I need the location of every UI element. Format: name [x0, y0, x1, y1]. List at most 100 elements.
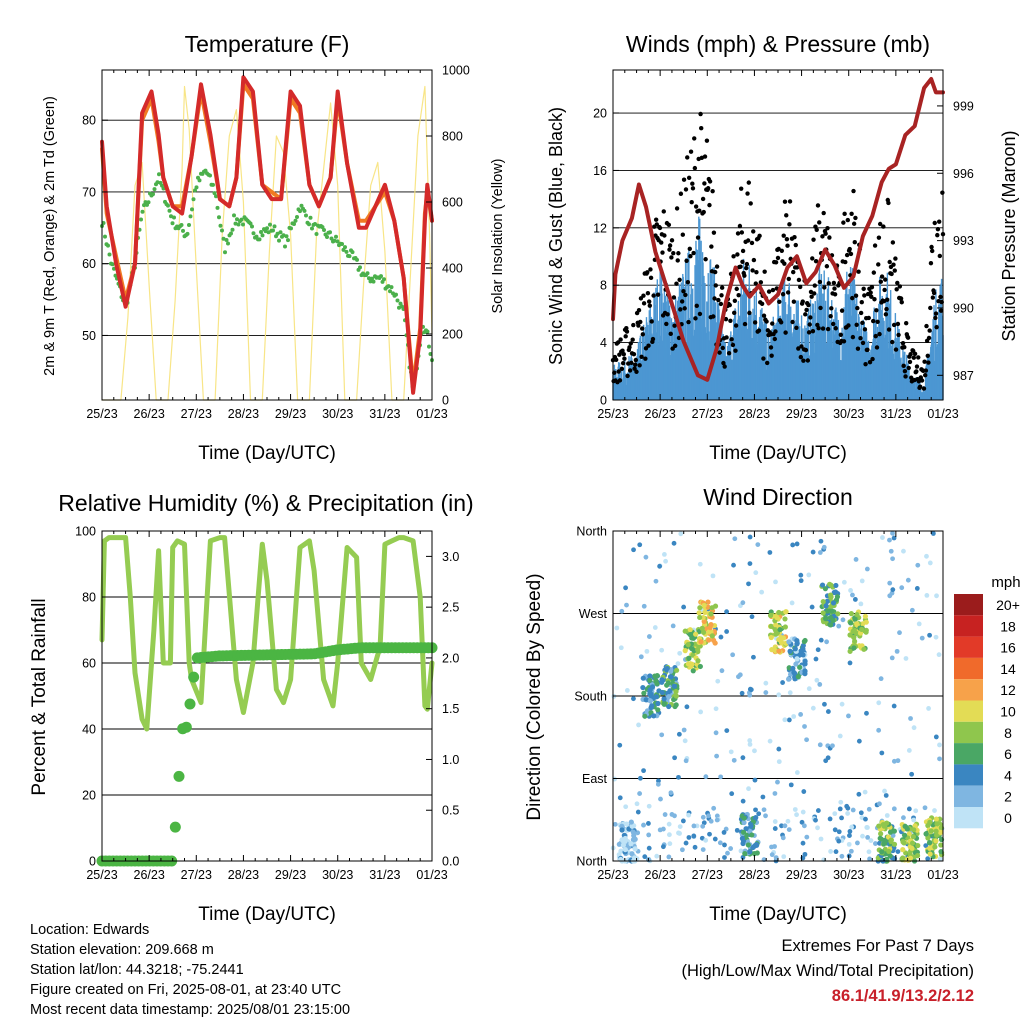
direction-point	[848, 588, 853, 593]
direction-point	[846, 713, 851, 719]
wind-gust-point	[891, 262, 896, 267]
wind-gust-point	[810, 328, 816, 334]
direction-point	[653, 578, 659, 584]
wind-gust-point	[690, 181, 695, 186]
direction-point	[713, 730, 719, 736]
direction-point	[767, 738, 773, 744]
direction-ytick-label: North	[576, 855, 607, 869]
wind-gust-point	[687, 246, 692, 252]
direction-point	[829, 608, 835, 614]
direction-point	[888, 837, 894, 843]
winds-title: Winds (mph) & Pressure (mb)	[626, 31, 930, 57]
wind-gust-point	[845, 217, 851, 223]
direction-point	[685, 642, 691, 648]
direction-point	[794, 541, 800, 547]
dewpoint-point	[340, 241, 344, 246]
winds-xtick-label: 28/23	[739, 407, 770, 421]
direction-point	[834, 594, 841, 600]
wind-gust-point	[704, 138, 710, 143]
direction-point	[909, 840, 916, 846]
wind-gust-point	[902, 368, 908, 374]
winds-ytick-label: 20	[593, 107, 607, 121]
direction-point	[887, 853, 893, 859]
legend-swatch	[954, 743, 983, 765]
temperature-title: Temperature (F)	[185, 31, 350, 57]
direction-point	[837, 733, 843, 739]
dewpoint-point	[239, 217, 244, 222]
wind-gust-point	[645, 270, 650, 275]
direction-point	[832, 811, 838, 817]
direction-point	[839, 701, 845, 707]
direction-point	[828, 622, 834, 628]
direction-point	[666, 693, 672, 700]
direction-point	[691, 833, 697, 839]
wind-gust-point	[620, 360, 626, 366]
dewpoint-point	[268, 222, 272, 227]
wind-gust-point	[711, 314, 716, 319]
direction-point	[780, 835, 786, 841]
direction-xtick-label: 26/23	[645, 868, 676, 882]
direction-point	[790, 542, 796, 548]
extremes-subheading: (High/Low/Max Wind/Total Precipitation)	[681, 962, 974, 980]
wind-gust-point	[742, 321, 748, 327]
temperature-xtick-label: 29/23	[275, 407, 306, 421]
wind-gust-point	[927, 328, 932, 333]
dewpoint-point	[286, 238, 290, 243]
direction-point	[863, 627, 869, 633]
wind-gust-point	[711, 230, 717, 235]
direction-point	[636, 722, 641, 728]
wind-gust-point	[832, 292, 838, 297]
wind-gust-point	[841, 339, 847, 344]
direction-point	[712, 836, 718, 842]
direction-point	[937, 742, 942, 748]
wind-gust-point	[818, 305, 823, 311]
direction-point	[859, 578, 865, 584]
direction-point	[801, 638, 807, 645]
direction-point	[927, 819, 933, 825]
wind-gust-point	[624, 325, 629, 331]
wind-gust-point	[902, 344, 907, 350]
winds-ytick-label: 12	[593, 221, 607, 235]
direction-point	[858, 810, 864, 816]
wind-gust-point	[847, 246, 852, 252]
winds-y2tick-label: 996	[953, 167, 974, 181]
wind-gust-point	[921, 386, 927, 391]
direction-point	[854, 621, 860, 627]
direction-point	[813, 656, 819, 662]
wind-gust-point	[773, 329, 778, 334]
direction-point	[810, 705, 816, 711]
humidity-line	[99, 535, 435, 732]
direction-point	[644, 648, 650, 654]
speed-legend: mph 20+ 18 16 14 12 10 8 6 4 2 0	[954, 574, 1021, 829]
direction-point	[924, 592, 930, 598]
wind-gust-point	[700, 196, 706, 202]
direction-point	[759, 589, 765, 595]
wind-gust-point	[817, 220, 822, 225]
direction-point	[865, 825, 870, 830]
wind-gust-point	[680, 232, 686, 237]
dewpoint-point	[190, 207, 194, 212]
wind-gust-point	[914, 364, 920, 369]
wind-gust-point	[790, 319, 795, 325]
direction-point	[686, 812, 691, 818]
wind-gust-point	[859, 300, 864, 305]
direction-point	[772, 826, 778, 831]
direction-xtick-label: 30/23	[833, 868, 864, 882]
wind-gust-point	[620, 348, 625, 353]
temperature-ytick-label: 70	[82, 185, 96, 199]
dewpoint-point	[322, 227, 326, 232]
wind-gust-point	[893, 256, 898, 261]
wind-gust-point	[689, 199, 694, 205]
direction-point	[751, 654, 756, 660]
direction-point	[776, 759, 782, 765]
direction-point	[777, 626, 783, 633]
direction-point	[820, 599, 826, 605]
direction-point	[772, 791, 778, 796]
direction-point	[659, 732, 665, 738]
direction-point	[926, 706, 931, 711]
direction-point	[632, 846, 638, 852]
dewpoint-point	[358, 265, 362, 270]
wind-gust-point	[751, 257, 757, 263]
direction-point	[773, 631, 779, 637]
direction-point	[794, 656, 800, 662]
